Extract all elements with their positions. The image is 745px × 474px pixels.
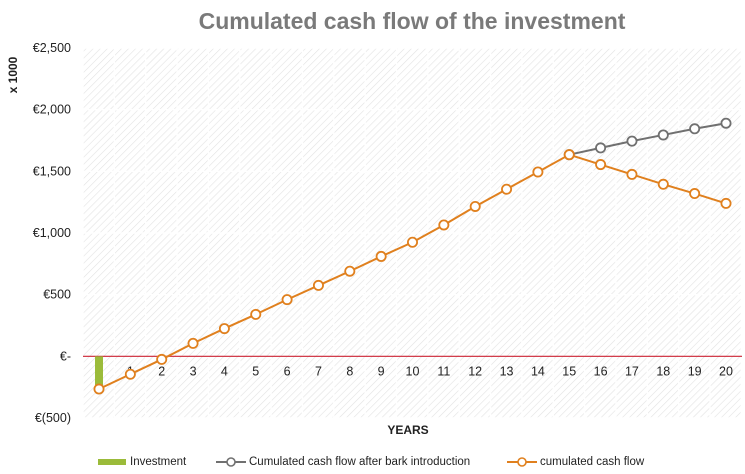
- data-point-cumulated: [438, 219, 450, 231]
- x-tick-label: 11: [437, 364, 450, 378]
- x-tick-label: 4: [221, 364, 228, 378]
- data-point-cumulated: [532, 166, 544, 178]
- x-tick-label: 10: [406, 364, 420, 378]
- series-marks: [93, 117, 732, 395]
- x-tick-label: 9: [378, 364, 385, 378]
- y-tick-label: €500: [43, 288, 71, 302]
- x-tick-label: 20: [719, 364, 733, 378]
- x-tick-label: 2: [158, 364, 165, 378]
- data-point-cumulated: [595, 159, 607, 171]
- y-axis-title: x 1000: [6, 56, 20, 93]
- legend-label-after-bark: Cumulated cash flow after bark introduct…: [249, 456, 470, 468]
- y-tick-label: €-: [60, 349, 71, 363]
- x-tick-label: 13: [500, 364, 514, 378]
- data-point-cumulated: [250, 308, 262, 320]
- x-tick-label: 3: [190, 364, 197, 378]
- legend-label-cumulated: cumulated cash flow: [540, 456, 645, 468]
- y-tick-label: €1,000: [33, 226, 71, 240]
- data-point-cumulated: [689, 188, 701, 200]
- data-point-cumulated: [657, 178, 669, 190]
- x-tick-label: 5: [252, 364, 259, 378]
- x-tick-label: 17: [625, 364, 639, 378]
- chart-title: Cumulated cash flow of the investment: [199, 8, 626, 34]
- legend-label-investment: Investment: [130, 456, 187, 468]
- data-point-cumulated: [563, 149, 575, 161]
- y-tick-label: €1,500: [33, 164, 71, 178]
- data-point-cumulated: [626, 168, 638, 180]
- data-point-cumulated: [469, 200, 481, 212]
- data-point-cumulated: [124, 368, 136, 380]
- data-point-cumulated: [720, 197, 732, 209]
- data-point-cumulated: [406, 236, 418, 248]
- y-tick-label: €2,500: [33, 41, 71, 55]
- data-point-cumulated: [281, 294, 293, 306]
- data-point-cumulated: [187, 337, 199, 349]
- data-point-cumulated: [218, 323, 230, 335]
- x-tick-label: 16: [594, 364, 608, 378]
- data-point-cumulated: [156, 353, 168, 365]
- x-tick-label: 12: [468, 364, 482, 378]
- legend-marker-after-bark: [226, 457, 236, 467]
- data-point-after-bark: [657, 129, 669, 141]
- x-tick-label: 8: [346, 364, 353, 378]
- legend: Investment Cumulated cash flow after bark…: [98, 456, 645, 468]
- data-point-cumulated: [312, 279, 324, 291]
- data-point-after-bark: [595, 142, 607, 154]
- y-tick-label: €(500): [35, 411, 71, 425]
- data-point-cumulated: [375, 250, 387, 262]
- y-axis: €(500) €- €500 €1,000 €1,500 €2,000 €2,500: [33, 41, 71, 425]
- data-point-cumulated: [501, 183, 513, 195]
- x-tick-label: 6: [284, 364, 291, 378]
- x-tick-label: 15: [562, 364, 576, 378]
- x-axis: 01234567891011121314151617181920: [96, 364, 733, 378]
- data-point-after-bark: [689, 123, 701, 135]
- investment-bar: [95, 356, 103, 388]
- data-point-cumulated: [93, 383, 105, 395]
- x-tick-label: 19: [688, 364, 702, 378]
- x-tick-label: 14: [531, 364, 545, 378]
- data-point-cumulated: [344, 265, 356, 277]
- y-tick-label: €2,000: [33, 103, 71, 117]
- x-tick-label: 18: [656, 364, 670, 378]
- legend-swatch-investment: [98, 459, 126, 465]
- data-point-after-bark: [626, 135, 638, 147]
- x-axis-title: YEARS: [387, 423, 428, 437]
- data-point-after-bark: [720, 117, 732, 129]
- legend-marker-cumulated: [517, 457, 527, 467]
- x-tick-label: 7: [315, 364, 322, 378]
